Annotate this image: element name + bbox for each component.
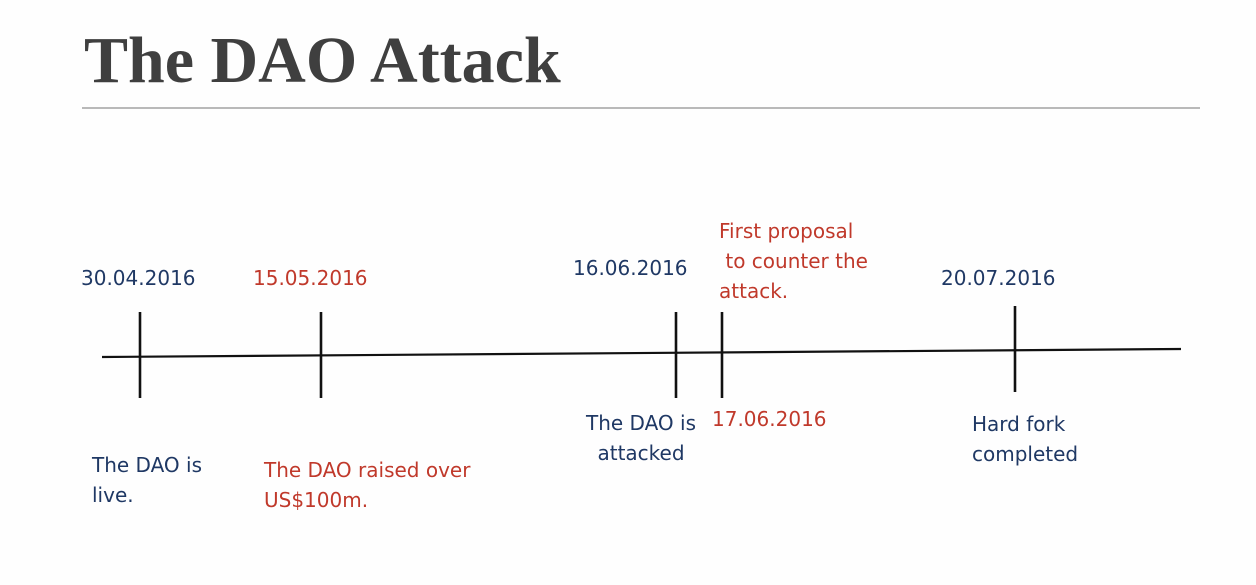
event-description-5: Hard fork completed (972, 412, 1079, 466)
event-date-4: 17.06.2016 (712, 407, 827, 431)
event-description-1: The DAO is live. (92, 453, 203, 507)
timeline-axis (101, 347, 1182, 359)
event-date-2: 15.05.2016 (253, 266, 368, 290)
event-date-5: 20.07.2016 (941, 266, 1056, 290)
event-date-3: 16.06.2016 (573, 256, 688, 280)
slide-title: The DAO Attack (84, 24, 561, 97)
event-date-1: 30.04.2016 (81, 266, 196, 290)
event-description-3: The DAO is attacked (586, 411, 697, 465)
event-description-2: The DAO raised over US$100m. (264, 458, 471, 512)
event-description-4: First proposal to counter the attack. (719, 219, 868, 303)
title-divider (82, 107, 1200, 109)
